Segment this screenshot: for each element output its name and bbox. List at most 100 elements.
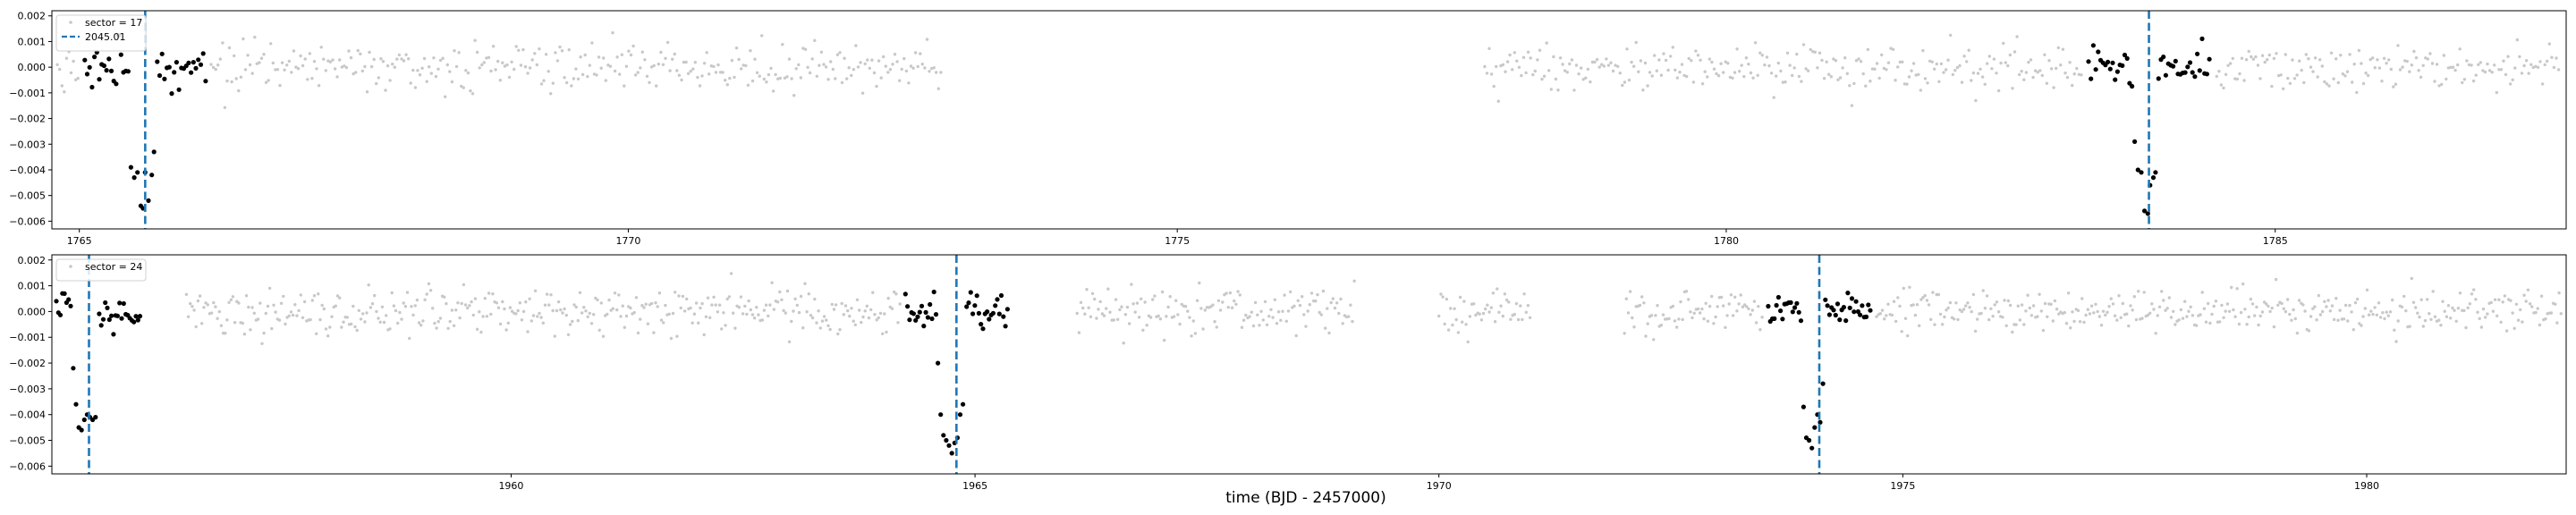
data-point [297, 308, 301, 313]
data-point [1735, 47, 1739, 51]
data-point [533, 289, 538, 292]
data-point [1513, 312, 1517, 317]
data-point [1462, 300, 1466, 303]
data-point [425, 80, 428, 83]
phase-point [1812, 425, 1818, 430]
data-point [1946, 306, 1950, 310]
data-point [801, 46, 805, 50]
data-point [1520, 73, 1523, 78]
phase-point [108, 68, 114, 73]
data-point [2020, 70, 2023, 73]
data-point [258, 301, 262, 305]
phase-point [2199, 36, 2205, 42]
data-point [1526, 50, 1530, 54]
data-point [1087, 306, 1090, 309]
data-point [1859, 60, 1863, 63]
data-point [2386, 314, 2390, 317]
data-point [2481, 307, 2486, 311]
data-point [579, 55, 582, 59]
data-point [1825, 60, 1828, 64]
data-point [1337, 311, 1341, 316]
data-point [485, 315, 489, 318]
data-point [2538, 60, 2542, 63]
data-point [2382, 56, 2386, 60]
data-point [572, 303, 576, 307]
data-point [2429, 317, 2433, 321]
data-point [1172, 315, 1176, 318]
data-point [295, 314, 299, 317]
data-point [1902, 286, 1905, 291]
data-point [1749, 71, 1753, 75]
data-point [428, 65, 431, 69]
data-point [1456, 331, 1461, 334]
data-point [2146, 313, 2150, 317]
data-point [845, 77, 849, 80]
data-point [2226, 63, 2230, 68]
data-point [450, 308, 454, 312]
data-point [1193, 332, 1198, 335]
data-point [1951, 72, 1954, 77]
data-point [503, 64, 507, 68]
data-point [2004, 324, 2008, 327]
data-point [2179, 308, 2183, 312]
data-point [482, 61, 486, 64]
data-point [2536, 65, 2540, 70]
data-point [227, 46, 232, 50]
data-point [1907, 75, 1911, 79]
data-point [2430, 62, 2435, 65]
data-point [72, 59, 75, 63]
data-point [2524, 59, 2529, 63]
data-point [1468, 315, 1472, 318]
data-point [668, 69, 672, 72]
data-point [913, 51, 918, 55]
data-point [253, 35, 257, 39]
data-point [2396, 319, 2400, 323]
phase-point [2113, 77, 2118, 82]
data-point [1509, 317, 1513, 321]
data-point [2251, 57, 2255, 61]
phase-point [125, 69, 131, 74]
data-point [2501, 300, 2504, 304]
data-point [2214, 300, 2218, 303]
data-point [1664, 58, 1668, 63]
data-point [2445, 315, 2449, 318]
data-point [1956, 317, 1960, 322]
phase-point [133, 314, 139, 319]
data-point [365, 90, 369, 94]
data-point [1976, 317, 1979, 321]
data-point [1896, 296, 1900, 300]
data-point [907, 81, 911, 85]
data-point [2499, 320, 2503, 324]
phase-point [54, 299, 59, 304]
phase-point [1807, 437, 1812, 443]
data-point [1316, 292, 1319, 297]
data-point [652, 63, 656, 68]
data-point [255, 62, 258, 65]
data-point [1919, 89, 1922, 92]
data-point [365, 311, 369, 315]
data-point [2348, 303, 2351, 308]
data-point [1707, 57, 1712, 61]
data-point [1886, 61, 1891, 64]
phase-point [974, 293, 979, 299]
phase-point [1845, 291, 1851, 296]
data-point [1722, 71, 1725, 74]
data-point [1917, 72, 1920, 77]
data-point [856, 65, 860, 69]
data-point [448, 70, 452, 73]
data-point [1561, 63, 1564, 66]
phase-point [176, 87, 182, 92]
phase-point [972, 303, 978, 308]
data-point [1679, 300, 1682, 304]
data-point [1915, 303, 1919, 307]
data-point [1251, 324, 1256, 328]
data-point [1775, 74, 1778, 78]
data-point [2006, 63, 2010, 68]
data-point [615, 55, 619, 59]
phase-point [1794, 300, 1800, 306]
data-point [2071, 310, 2074, 314]
data-point [1983, 82, 1987, 87]
data-point [2185, 315, 2189, 318]
data-point [1727, 302, 1731, 306]
transit-window [902, 255, 1010, 474]
